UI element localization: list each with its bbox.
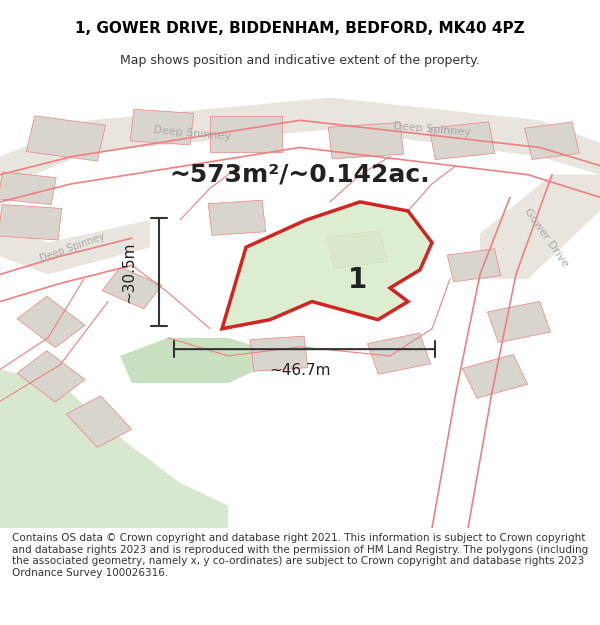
Polygon shape bbox=[102, 267, 162, 309]
Polygon shape bbox=[120, 338, 288, 383]
Polygon shape bbox=[327, 230, 387, 269]
Polygon shape bbox=[210, 116, 282, 152]
Text: ~573m²/~0.142ac.: ~573m²/~0.142ac. bbox=[170, 162, 430, 187]
Polygon shape bbox=[250, 336, 308, 371]
Text: Deep Spinney: Deep Spinney bbox=[393, 121, 471, 138]
Polygon shape bbox=[328, 122, 404, 159]
Polygon shape bbox=[17, 351, 85, 402]
Text: Deep Spinney: Deep Spinney bbox=[153, 126, 231, 142]
Polygon shape bbox=[208, 200, 266, 235]
Polygon shape bbox=[67, 396, 131, 448]
Text: Map shows position and indicative extent of the property.: Map shows position and indicative extent… bbox=[120, 54, 480, 67]
Polygon shape bbox=[0, 204, 62, 240]
Text: ~30.5m: ~30.5m bbox=[121, 241, 137, 303]
Polygon shape bbox=[525, 122, 579, 159]
Polygon shape bbox=[0, 172, 56, 204]
Polygon shape bbox=[463, 354, 527, 398]
Polygon shape bbox=[0, 98, 600, 188]
Polygon shape bbox=[17, 296, 85, 348]
Text: Contains OS data © Crown copyright and database right 2021. This information is : Contains OS data © Crown copyright and d… bbox=[12, 533, 588, 578]
Text: ~46.7m: ~46.7m bbox=[269, 362, 331, 378]
Text: 1: 1 bbox=[349, 266, 368, 294]
Polygon shape bbox=[480, 174, 600, 279]
Polygon shape bbox=[0, 220, 150, 274]
Text: Gower Drive: Gower Drive bbox=[522, 207, 570, 269]
Polygon shape bbox=[0, 369, 228, 528]
Polygon shape bbox=[222, 202, 432, 329]
Text: 1, GOWER DRIVE, BIDDENHAM, BEDFORD, MK40 4PZ: 1, GOWER DRIVE, BIDDENHAM, BEDFORD, MK40… bbox=[75, 21, 525, 36]
Polygon shape bbox=[130, 109, 194, 145]
Polygon shape bbox=[367, 333, 431, 374]
Text: Deep Spinney: Deep Spinney bbox=[38, 231, 106, 264]
Polygon shape bbox=[430, 122, 494, 159]
Polygon shape bbox=[26, 116, 106, 161]
Polygon shape bbox=[487, 301, 551, 343]
Polygon shape bbox=[447, 249, 501, 282]
